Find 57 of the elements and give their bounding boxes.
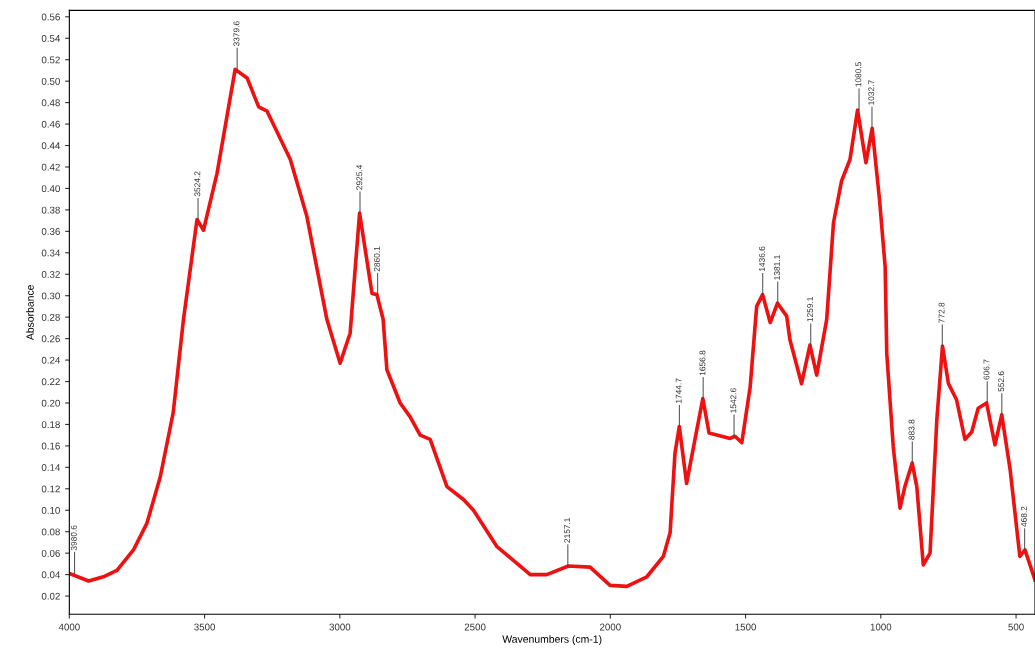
x-axis-title: Wavenumbers (cm-1) — [502, 635, 602, 645]
y-tick-label: 0.54 — [41, 34, 61, 42]
annotation: 1656.8 — [699, 350, 706, 376]
annotation: 1032.7 — [868, 80, 875, 105]
y-tick-label: 0.06 — [41, 549, 60, 557]
y-tick-label: 0.02 — [41, 592, 60, 600]
x-tick-label: 4000 — [58, 623, 80, 631]
annotation: 1542.6 — [730, 388, 737, 413]
annotation: 3379.6 — [233, 21, 240, 47]
y-tick-label: 0.14 — [41, 464, 61, 471]
annotation: 1080.5 — [855, 62, 862, 87]
y-tick-label: 0.32 — [41, 270, 60, 278]
y-tick-label: 0.52 — [41, 56, 60, 64]
annotation: 2157.1 — [564, 518, 571, 543]
x-tick-label: 1500 — [735, 623, 757, 631]
y-tick-label: 0.20 — [41, 399, 60, 407]
x-tick-label: 2000 — [600, 623, 621, 631]
y-tick-label: 0.12 — [41, 485, 60, 493]
y-tick-label: 0.10 — [41, 506, 60, 514]
annotation: 772.8 — [938, 302, 945, 323]
annotation: 883.8 — [908, 419, 915, 440]
annotation: 1436.6 — [759, 246, 765, 272]
y-tick-label: 0.46 — [41, 120, 60, 128]
y-tick-label: 0.16 — [41, 442, 60, 450]
x-tick-label: 2500 — [464, 623, 486, 631]
y-tick-label: 0.30 — [41, 292, 60, 300]
y-tick-label: 0.36 — [41, 228, 60, 235]
y-tick-label: 0.44 — [41, 142, 61, 150]
annotation: 2925.4 — [356, 164, 363, 190]
annotation: 606.7 — [983, 359, 990, 380]
annotation: 3524.2 — [194, 171, 201, 197]
y-tick-label: 0.22 — [41, 378, 60, 386]
y-tick-label: 0.42 — [41, 163, 60, 171]
y-tick-label: 0.40 — [41, 185, 60, 193]
y-tick-label: 0.26 — [41, 335, 60, 343]
y-tick-label: 0.48 — [41, 99, 60, 107]
annotation: 468.2 — [1021, 506, 1027, 527]
annotation: 2860.1 — [374, 246, 380, 272]
y-tick-label: 0.34 — [41, 249, 61, 257]
annotation: 1381.1 — [774, 255, 780, 280]
y-tick-label: 0.24 — [41, 356, 61, 364]
annotation: 1744.7 — [675, 378, 682, 403]
x-tick-label: 1000 — [870, 623, 892, 631]
y-tick-label: 0.56 — [41, 13, 60, 21]
y-tick-label: 0.08 — [41, 528, 60, 536]
y-tick-label: 0.28 — [41, 313, 60, 321]
x-tick-label: 3500 — [194, 623, 216, 631]
y-tick-label: 0.50 — [41, 77, 60, 85]
y-axis-title: Absorbance — [26, 285, 34, 341]
y-tick-label: 0.38 — [41, 206, 60, 214]
annotation: 552.6 — [998, 371, 1005, 392]
x-tick-label: 500 — [1008, 623, 1024, 631]
y-tick-label: 0.18 — [41, 421, 60, 429]
annotation: 3980.6 — [70, 525, 77, 551]
x-tick-label: 3000 — [329, 623, 351, 631]
y-tick-label: 0.04 — [41, 571, 61, 579]
annotation: 1259.1 — [807, 297, 813, 322]
